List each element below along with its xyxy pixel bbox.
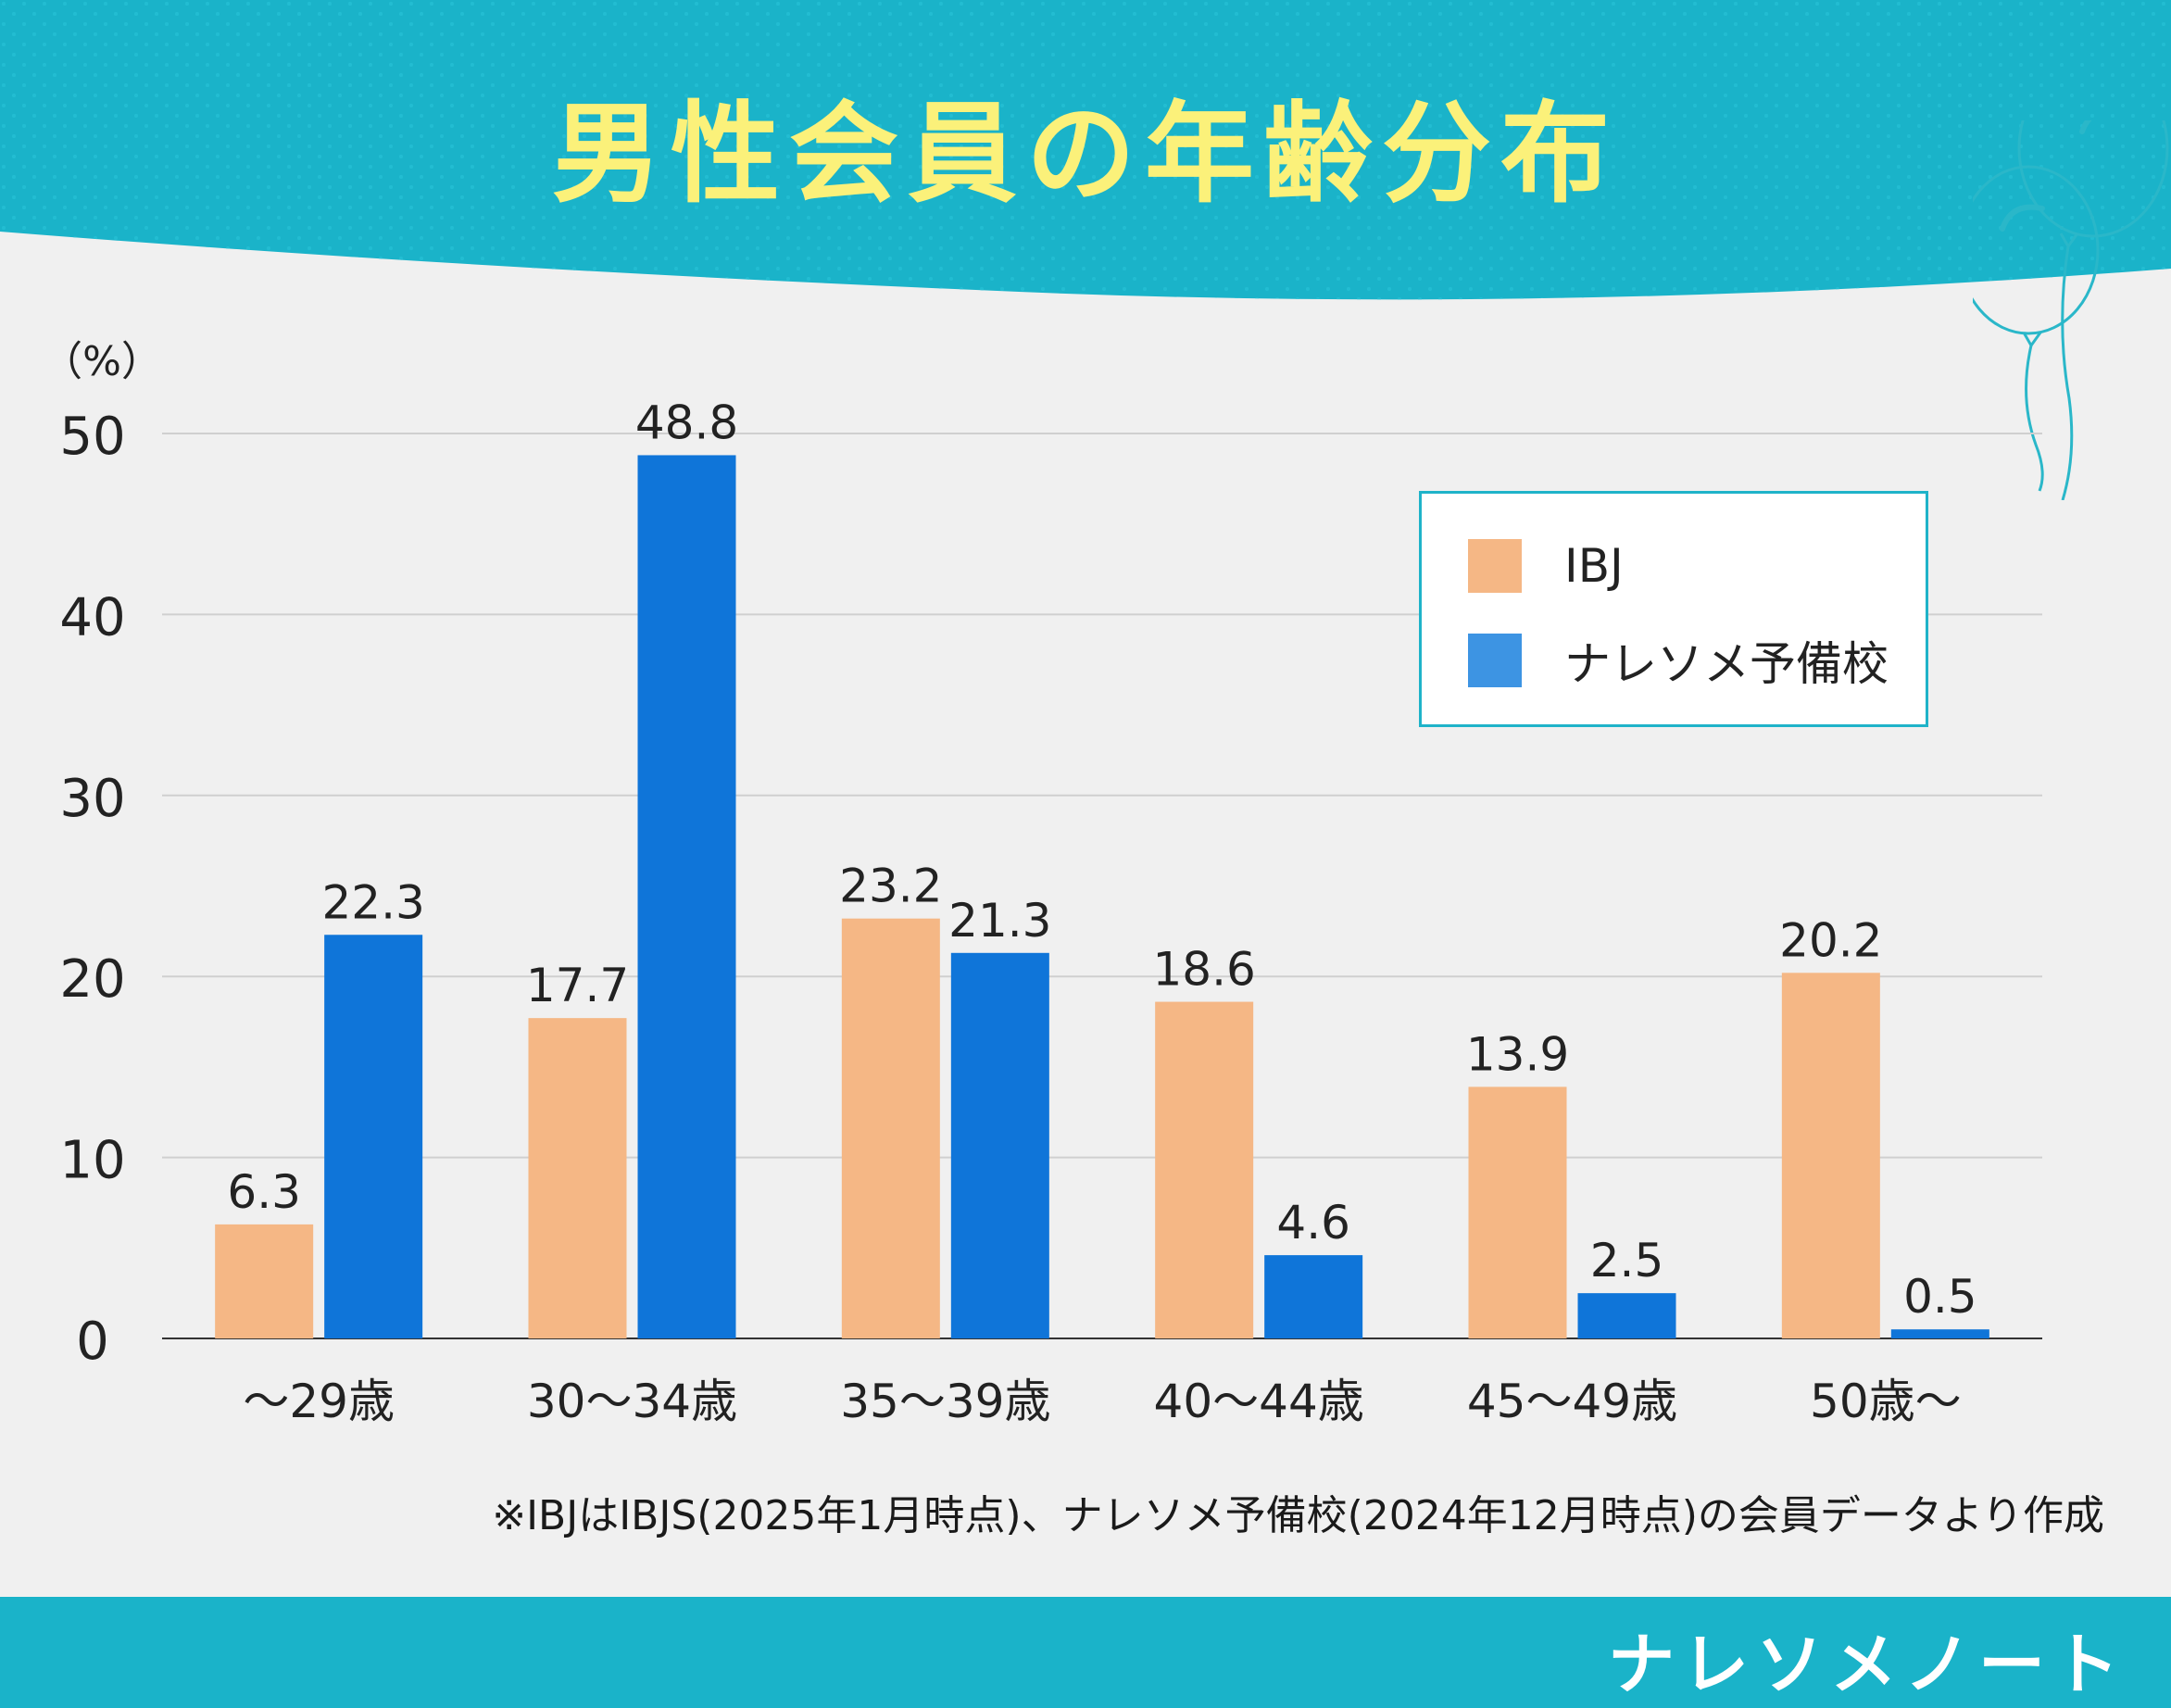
bar-naresome xyxy=(1577,1293,1676,1338)
data-label: 0.5 xyxy=(1903,1270,1977,1324)
data-label: 21.3 xyxy=(948,894,1051,948)
bar-naresome xyxy=(950,952,1049,1338)
bar-ibj xyxy=(528,1018,627,1338)
source-note: ※IBJはIBJS(2025年1月時点)、ナレソメ予備校(2024年12月時点)… xyxy=(492,1492,2104,1539)
x-tick-label: 45～49歳 xyxy=(1467,1375,1677,1428)
brand-logo: ナレソメノート xyxy=(1607,1626,2127,1703)
bar-ibj xyxy=(1468,1086,1567,1338)
y-tick-label: 30 xyxy=(59,769,125,829)
bar-ibj xyxy=(841,918,940,1338)
bar-chart: 0 10 20 30 40 50 （%） 6.3 22.3 ～29歳 17.7 48.8 30～34歳 2… xyxy=(42,338,2042,1428)
y-tick-label: 50 xyxy=(59,407,125,467)
bar-ibj xyxy=(1155,1001,1254,1338)
bar-naresome xyxy=(1264,1255,1363,1338)
bar-naresome xyxy=(1890,1329,1989,1338)
bar-ibj xyxy=(215,1224,314,1338)
footer-band xyxy=(0,1597,2171,1708)
page-title: 男性会員の年齢分布 xyxy=(551,90,1619,218)
data-label: 13.9 xyxy=(1466,1027,1569,1081)
legend-item-ibj: IBJ xyxy=(1468,538,1624,594)
x-tick-label: 50歳～ xyxy=(1810,1375,1962,1428)
bar-naresome xyxy=(324,935,423,1338)
data-label: 6.3 xyxy=(227,1165,301,1219)
legend-item-naresome: ナレソメ予備校 xyxy=(1468,633,1889,691)
data-label: 20.2 xyxy=(1779,913,1882,967)
x-tick-label: 40～44歳 xyxy=(1154,1375,1364,1428)
header-band xyxy=(0,0,2171,300)
data-label: 2.5 xyxy=(1590,1234,1664,1287)
x-tick-label: ～29歳 xyxy=(243,1375,395,1428)
bar-ibj xyxy=(1781,973,1880,1338)
y-tick-label: 40 xyxy=(59,587,125,647)
legend-swatch-ibj xyxy=(1468,539,1522,593)
y-tick-label: 0 xyxy=(76,1312,109,1372)
data-label: 18.6 xyxy=(1153,943,1256,997)
legend-label-naresome: ナレソメ予備校 xyxy=(1564,637,1889,691)
bar-naresome xyxy=(637,455,736,1338)
data-label: 22.3 xyxy=(322,875,425,929)
legend-swatch-naresome xyxy=(1468,634,1522,687)
legend: IBJ ナレソメ予備校 xyxy=(1419,491,1928,727)
balloon-icon xyxy=(1973,120,2169,500)
y-tick-label: 10 xyxy=(59,1131,125,1191)
x-tick-label: 30～34歳 xyxy=(527,1375,737,1428)
data-label: 4.6 xyxy=(1276,1196,1350,1250)
data-label: 48.8 xyxy=(635,396,738,449)
data-label: 23.2 xyxy=(839,860,942,913)
x-tick-label: 35～39歳 xyxy=(840,1375,1050,1428)
y-tick-label: 20 xyxy=(59,949,125,1010)
legend-label-ibj: IBJ xyxy=(1564,539,1624,593)
y-axis-label: （%） xyxy=(42,338,162,385)
data-label: 17.7 xyxy=(526,959,629,1012)
